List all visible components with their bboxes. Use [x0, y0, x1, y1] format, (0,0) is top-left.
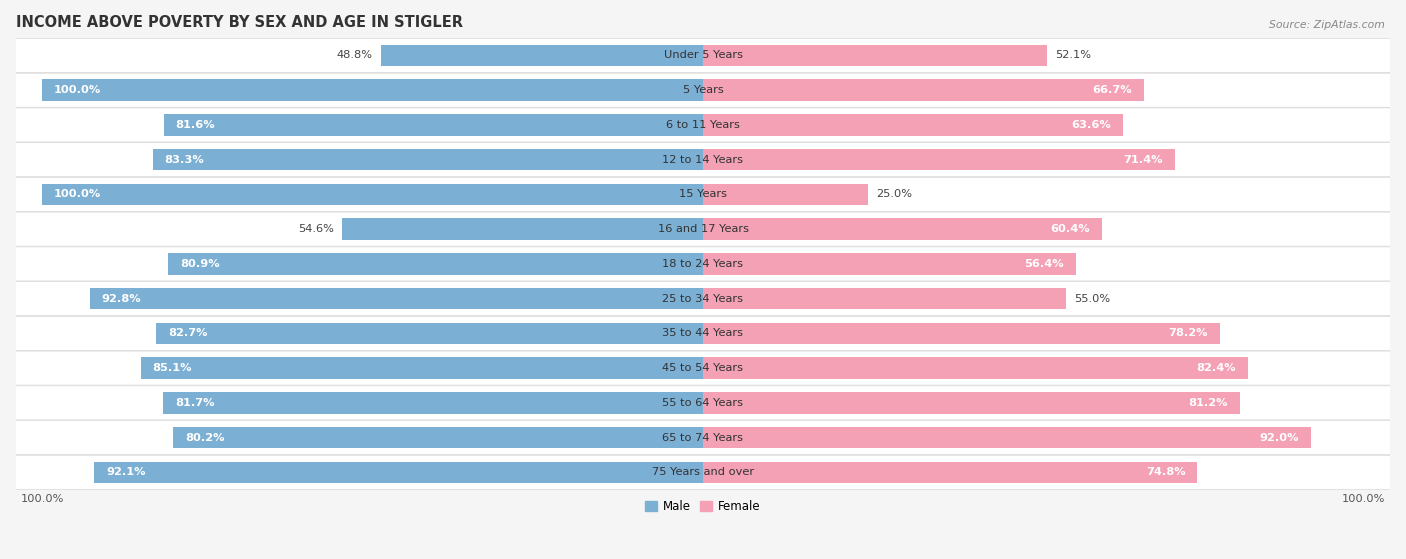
- Text: 5 Years: 5 Years: [683, 85, 723, 95]
- Text: 52.1%: 52.1%: [1056, 50, 1091, 60]
- Bar: [703, 45, 1047, 67]
- Text: 54.6%: 54.6%: [298, 224, 335, 234]
- Text: Under 5 Years: Under 5 Years: [664, 50, 742, 60]
- FancyBboxPatch shape: [15, 247, 1391, 281]
- Text: 18 to 24 Years: 18 to 24 Years: [662, 259, 744, 269]
- Bar: [703, 114, 1123, 136]
- FancyBboxPatch shape: [15, 177, 1391, 211]
- Text: Source: ZipAtlas.com: Source: ZipAtlas.com: [1270, 20, 1385, 30]
- Text: 25.0%: 25.0%: [876, 190, 912, 200]
- Text: 55 to 64 Years: 55 to 64 Years: [662, 398, 744, 408]
- Text: 81.7%: 81.7%: [174, 398, 215, 408]
- Bar: [156, 323, 703, 344]
- FancyBboxPatch shape: [15, 39, 1391, 73]
- Text: 92.0%: 92.0%: [1260, 433, 1299, 443]
- Text: 12 to 14 Years: 12 to 14 Years: [662, 155, 744, 165]
- Bar: [169, 253, 703, 274]
- Text: 66.7%: 66.7%: [1092, 85, 1132, 95]
- Bar: [703, 323, 1220, 344]
- Text: 100.0%: 100.0%: [53, 190, 101, 200]
- Text: 100.0%: 100.0%: [53, 85, 101, 95]
- FancyBboxPatch shape: [15, 455, 1391, 489]
- Text: 45 to 54 Years: 45 to 54 Years: [662, 363, 744, 373]
- Text: 81.6%: 81.6%: [176, 120, 215, 130]
- Bar: [703, 462, 1198, 483]
- Text: 82.4%: 82.4%: [1197, 363, 1236, 373]
- Bar: [163, 392, 703, 414]
- FancyBboxPatch shape: [15, 420, 1391, 454]
- Bar: [163, 114, 703, 136]
- Bar: [703, 427, 1310, 448]
- Bar: [703, 253, 1076, 274]
- Text: 35 to 44 Years: 35 to 44 Years: [662, 328, 744, 338]
- Bar: [703, 149, 1175, 170]
- Text: INCOME ABOVE POVERTY BY SEX AND AGE IN STIGLER: INCOME ABOVE POVERTY BY SEX AND AGE IN S…: [15, 15, 463, 30]
- Bar: [141, 357, 703, 379]
- Text: 74.8%: 74.8%: [1146, 467, 1185, 477]
- Text: 80.9%: 80.9%: [180, 259, 219, 269]
- Text: 15 Years: 15 Years: [679, 190, 727, 200]
- Bar: [152, 149, 703, 170]
- Text: 81.2%: 81.2%: [1188, 398, 1227, 408]
- Text: 82.7%: 82.7%: [169, 328, 208, 338]
- Text: 48.8%: 48.8%: [336, 50, 373, 60]
- FancyBboxPatch shape: [15, 351, 1391, 385]
- Bar: [381, 45, 703, 67]
- Bar: [90, 288, 703, 309]
- FancyBboxPatch shape: [15, 73, 1391, 107]
- Text: 65 to 74 Years: 65 to 74 Years: [662, 433, 744, 443]
- Bar: [703, 219, 1102, 240]
- Bar: [703, 184, 869, 205]
- Bar: [42, 184, 703, 205]
- FancyBboxPatch shape: [15, 386, 1391, 420]
- Text: 75 Years and over: 75 Years and over: [652, 467, 754, 477]
- FancyBboxPatch shape: [15, 143, 1391, 177]
- Text: 78.2%: 78.2%: [1168, 328, 1208, 338]
- Bar: [703, 79, 1143, 101]
- Text: 56.4%: 56.4%: [1024, 259, 1064, 269]
- Bar: [94, 462, 703, 483]
- Bar: [42, 79, 703, 101]
- Text: 16 and 17 Years: 16 and 17 Years: [658, 224, 748, 234]
- Text: 80.2%: 80.2%: [186, 433, 225, 443]
- Text: 92.8%: 92.8%: [101, 293, 141, 304]
- Text: 6 to 11 Years: 6 to 11 Years: [666, 120, 740, 130]
- Text: 60.4%: 60.4%: [1050, 224, 1090, 234]
- Bar: [703, 392, 1240, 414]
- Bar: [342, 219, 703, 240]
- Text: 92.1%: 92.1%: [107, 467, 146, 477]
- Bar: [173, 427, 703, 448]
- Text: 63.6%: 63.6%: [1071, 120, 1111, 130]
- Text: 25 to 34 Years: 25 to 34 Years: [662, 293, 744, 304]
- Text: 55.0%: 55.0%: [1074, 293, 1111, 304]
- Legend: Male, Female: Male, Female: [641, 495, 765, 518]
- Text: 85.1%: 85.1%: [152, 363, 193, 373]
- FancyBboxPatch shape: [15, 316, 1391, 350]
- Bar: [703, 288, 1067, 309]
- Text: 83.3%: 83.3%: [165, 155, 204, 165]
- Text: 71.4%: 71.4%: [1123, 155, 1163, 165]
- Bar: [703, 357, 1247, 379]
- FancyBboxPatch shape: [15, 108, 1391, 142]
- FancyBboxPatch shape: [15, 212, 1391, 246]
- FancyBboxPatch shape: [15, 282, 1391, 316]
